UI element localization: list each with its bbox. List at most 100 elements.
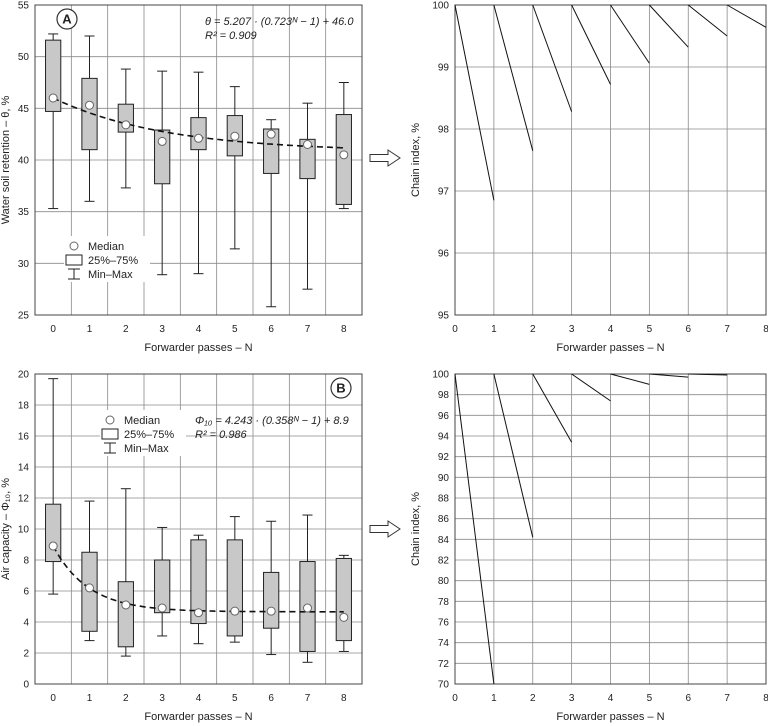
chain-segment [649, 4, 689, 48]
legend-median-label: Median [88, 241, 124, 253]
legend-median-marker [69, 241, 79, 251]
x-tick-label: 3 [159, 693, 165, 704]
chain-segment [610, 4, 650, 64]
median-point [339, 150, 349, 160]
median-point [157, 603, 167, 613]
iqr-box [335, 114, 352, 205]
y-tick-label: 6 [23, 587, 29, 598]
y-tick-label: 55 [18, 1, 30, 12]
box-5 [226, 516, 243, 643]
legend-box-marker [101, 428, 119, 440]
legend: Median 25%–75% Min–Max [64, 236, 150, 282]
y-tick-label: 18 [18, 401, 30, 412]
y-tick-label: 95 [438, 311, 450, 322]
y-tick-label: 30 [18, 259, 30, 270]
iqr-box [81, 77, 98, 151]
x-tick-label: 2 [530, 693, 536, 704]
median-point [339, 612, 349, 622]
y-tick-label: 99 [438, 63, 450, 74]
chain-segment [688, 373, 728, 376]
x-tick-label: 4 [608, 693, 614, 704]
y-tick-label: 40 [18, 156, 30, 167]
box-4 [190, 71, 207, 275]
x-tick-label: 5 [232, 693, 238, 704]
x-tick-label: 1 [87, 693, 93, 704]
box-8 [335, 554, 352, 652]
box-0 [45, 33, 62, 210]
y-tick-label: 82 [438, 556, 450, 567]
fit-equation: Φ₁₀ = 4.243 · (0.358ᴺ − 1) + 8.9 [195, 415, 349, 427]
x-tick-label: 4 [196, 324, 202, 335]
y-axis-label: Chain index, % [410, 492, 422, 566]
x-tick-label: 8 [763, 693, 768, 704]
median-point [266, 129, 276, 139]
panel-label: B [336, 381, 345, 396]
y-tick-label: 78 [438, 597, 450, 608]
y-tick-label: 98 [438, 390, 450, 401]
median-point [230, 606, 240, 616]
median-point [303, 603, 312, 613]
x-axis-label: Forwarder passes – N [556, 711, 664, 723]
x-tick-label: 7 [724, 324, 730, 335]
y-tick-label: 8 [23, 556, 29, 567]
x-tick-label: 6 [268, 693, 274, 704]
x-tick-label: 2 [530, 324, 536, 335]
box-1 [81, 500, 98, 642]
x-tick-label: 5 [647, 324, 653, 335]
iqr-box [263, 128, 280, 174]
y-tick-label: 84 [438, 535, 450, 546]
x-tick-label: 8 [341, 324, 347, 335]
chain-segment [454, 373, 495, 685]
iqr-box [154, 559, 171, 614]
box-7 [299, 102, 316, 290]
arrow-icon [369, 149, 401, 167]
plot-frame [34, 373, 363, 685]
x-tick-label: 4 [608, 324, 614, 335]
y-tick-label: 90 [438, 473, 450, 484]
legend-box-label: 25%–75% [88, 255, 138, 267]
median-point [194, 133, 203, 143]
box-7 [299, 514, 316, 663]
y-tick-label: 88 [438, 494, 450, 505]
y-tick-label: 72 [438, 659, 450, 670]
chain-segment [649, 373, 689, 378]
fit-equation: θ = 5.207 · (0.723ᴺ − 1) + 46.0 [205, 16, 354, 28]
y-axis-label: Water soil retention – θ, % [0, 95, 12, 224]
y-tick-label: 86 [438, 514, 450, 525]
iqr-box [190, 539, 207, 625]
y-tick-label: 14 [18, 463, 30, 474]
y-tick-label: 10 [18, 525, 30, 536]
y-tick-label: 2 [23, 649, 29, 660]
x-axis-label: Forwarder passes – N [144, 342, 252, 354]
chain-segment [454, 4, 495, 201]
box-8 [335, 82, 352, 210]
arrow-icon [369, 520, 401, 538]
box-2 [117, 488, 134, 657]
box-0 [45, 378, 62, 595]
iqr-box [226, 539, 243, 637]
chain-segment [571, 373, 611, 402]
iqr-box [45, 39, 62, 112]
y-tick-label: 70 [438, 680, 450, 691]
median-point [230, 131, 240, 141]
x-tick-label: 8 [341, 693, 347, 704]
legend-minmax-label: Min–Max [88, 269, 133, 281]
y-tick-label: 80 [438, 576, 450, 587]
x-tick-label: 0 [452, 693, 458, 704]
y-tick-label: 92 [438, 452, 450, 463]
iqr-box [190, 117, 207, 151]
chain-segment [493, 4, 534, 151]
legend-median-marker [105, 415, 115, 425]
legend: Median 25%–75% Min–Max [100, 410, 186, 456]
chain-segment [687, 4, 728, 37]
x-tick-label: 1 [87, 324, 93, 335]
median-point [85, 100, 94, 110]
plot-frame [34, 4, 363, 316]
x-tick-label: 5 [232, 324, 238, 335]
legend-minmax-label: Min–Max [124, 443, 169, 455]
y-axis-label: Chain index, % [410, 123, 422, 197]
median-point [303, 140, 312, 149]
x-tick-label: 6 [685, 693, 691, 704]
marks-layer [45, 4, 767, 685]
